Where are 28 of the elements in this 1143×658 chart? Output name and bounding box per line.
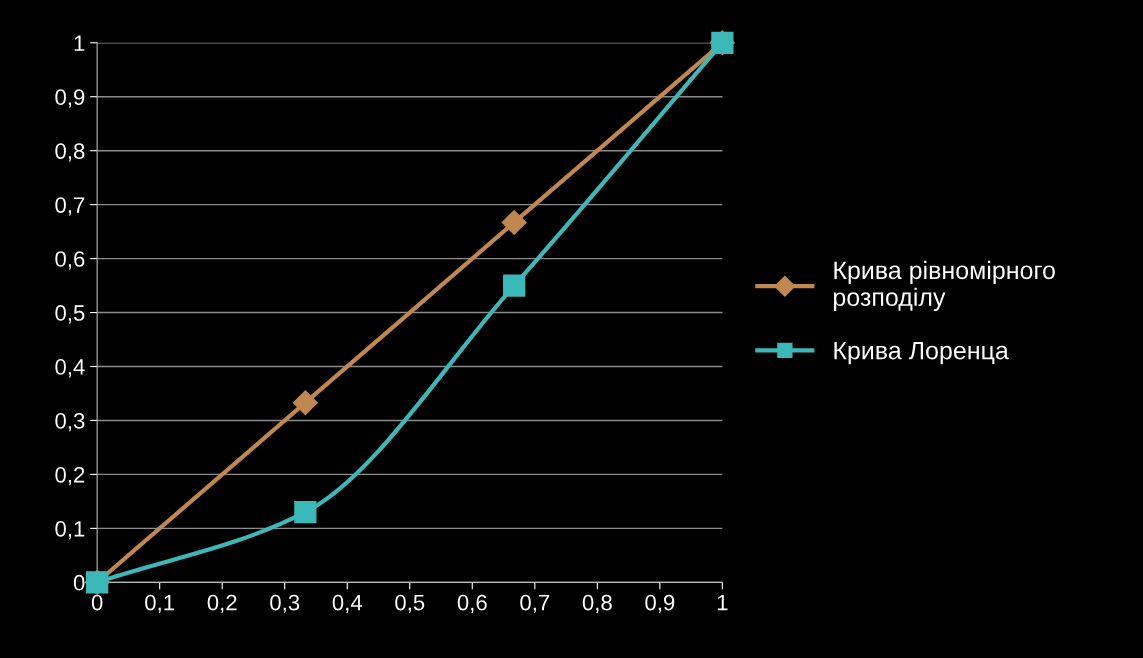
x-tick-label: 0	[91, 594, 103, 611]
x-tick-label: 0,2	[207, 594, 237, 614]
legend-label: Крива рівномірного розподілу	[833, 260, 1055, 312]
y-tick-label: 0,1	[55, 520, 85, 540]
x-tick-label: 0,9	[645, 594, 675, 614]
y-tick-label: 0,7	[55, 197, 85, 216]
point	[501, 209, 527, 235]
y-tick-label: 0,8	[55, 143, 85, 162]
x-tick-label: 0,1	[145, 594, 175, 614]
y-tick-label: 0,6	[55, 251, 85, 270]
point	[292, 390, 318, 416]
y-tick-label: 0,4	[55, 359, 85, 378]
y-tick-label: 0	[73, 574, 85, 591]
x-tick-label: 0,4	[332, 594, 363, 614]
x-tick-label: 0,3	[270, 594, 300, 614]
x-tick-label: 0,6	[457, 594, 487, 614]
y-tick-label: 0,2	[55, 466, 85, 486]
y-tick-label: 1	[74, 35, 85, 51]
y-tick-label: 0,3	[55, 413, 85, 432]
point	[503, 274, 526, 297]
x-tick-label: 1	[717, 594, 728, 611]
x-tick-label: 0,8	[582, 594, 612, 614]
x-tick-label: 0,7	[520, 594, 550, 614]
y-tick-label: 0,9	[55, 89, 85, 108]
x-tick-label: 0,5	[395, 594, 425, 614]
legend-label: Крива Лоренца	[834, 341, 1009, 365]
point	[294, 501, 317, 524]
y-tick-label: 0,5	[55, 305, 85, 324]
